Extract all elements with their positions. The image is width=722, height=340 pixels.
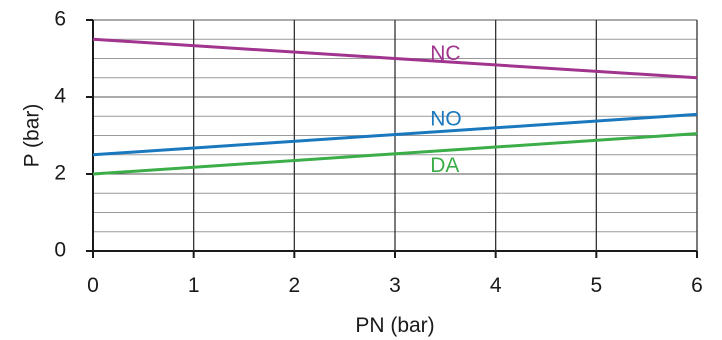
series-labels: NC NO DA [430,42,462,177]
tick-labels: 0 1 2 3 4 5 6 0 2 4 6 [54,8,703,297]
grid [86,19,698,258]
series-line-da [92,132,698,176]
series-label-no: NO [430,108,462,131]
x-tick-label: 4 [490,274,502,297]
series-line-no [92,112,698,157]
y-tick-label: 4 [54,85,66,108]
x-tick-label: 6 [691,274,703,297]
y-tick-label: 0 [54,239,66,262]
x-tick-label: 2 [288,274,300,297]
y-tick-label: 6 [54,8,66,31]
x-tick-label: 0 [87,274,99,297]
series-line-nc [92,37,698,80]
series-label-da: DA [430,154,459,177]
x-tick-label: 1 [188,274,200,297]
x-tick-label: 5 [590,274,602,297]
series-lines [92,37,698,176]
series-label-nc: NC [430,42,460,65]
x-tick-label: 3 [389,274,401,297]
y-axis-title: P (bar) [21,104,44,168]
x-axis-title: PN (bar) [355,314,434,337]
y-tick-label: 2 [54,162,66,185]
